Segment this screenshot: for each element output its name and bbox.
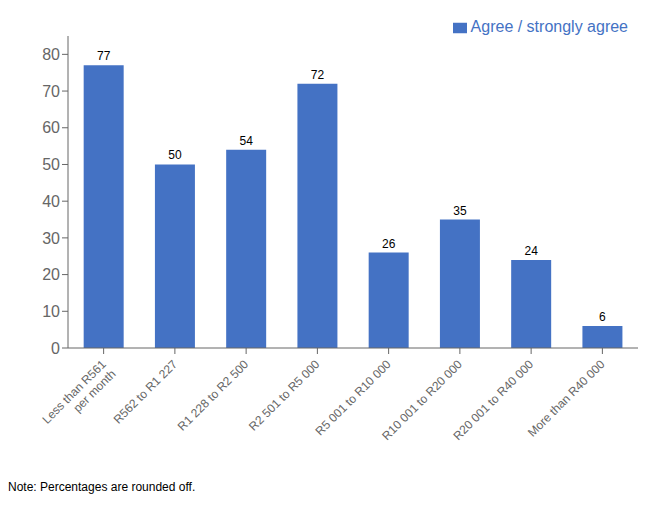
- html-text:Agree / strongly agree: Agree / strongly agree: [470, 18, 628, 35]
- svg-text:40: 40: [42, 193, 60, 210]
- svg-text:6: 6: [599, 310, 606, 324]
- svg-text:54: 54: [239, 134, 253, 148]
- svg-text:More than R40 000: More than R40 000: [525, 357, 608, 440]
- svg-text:R2 501 to R5 000: R2 501 to R5 000: [246, 357, 323, 434]
- svg-text:R1 228 to R2 500: R1 228 to R2 500: [175, 357, 252, 434]
- html-text:Note: Percentages are rounded: Note: Percentages are rounded off.: [8, 480, 196, 494]
- svg-text:R562 to R1 227: R562 to R1 227: [111, 357, 181, 427]
- svg-text:0: 0: [51, 340, 60, 357]
- svg-text:R10 001 to R20 000: R10 001 to R20 000: [379, 357, 465, 443]
- svg-text:30: 30: [42, 230, 60, 247]
- svg-text:77: 77: [97, 49, 111, 63]
- svg-text:26: 26: [382, 237, 396, 251]
- svg-text:72: 72: [311, 68, 325, 82]
- svg-text:80: 80: [42, 46, 60, 63]
- svg-text:R5 001 to R10 000: R5 001 to R10 000: [313, 357, 394, 438]
- svg-text:10: 10: [42, 303, 60, 320]
- svg-text:R20 001 to R40 000: R20 001 to R40 000: [450, 357, 536, 443]
- svg-text:60: 60: [42, 119, 60, 136]
- svg-text:24: 24: [524, 244, 538, 258]
- svg-text:Less than R561per month: Less than R561per month: [39, 357, 118, 436]
- svg-text:70: 70: [42, 83, 60, 100]
- svg-text:20: 20: [42, 266, 60, 283]
- svg-text:50: 50: [42, 156, 60, 173]
- svg-text:35: 35: [453, 204, 467, 218]
- svg-text:50: 50: [168, 148, 182, 162]
